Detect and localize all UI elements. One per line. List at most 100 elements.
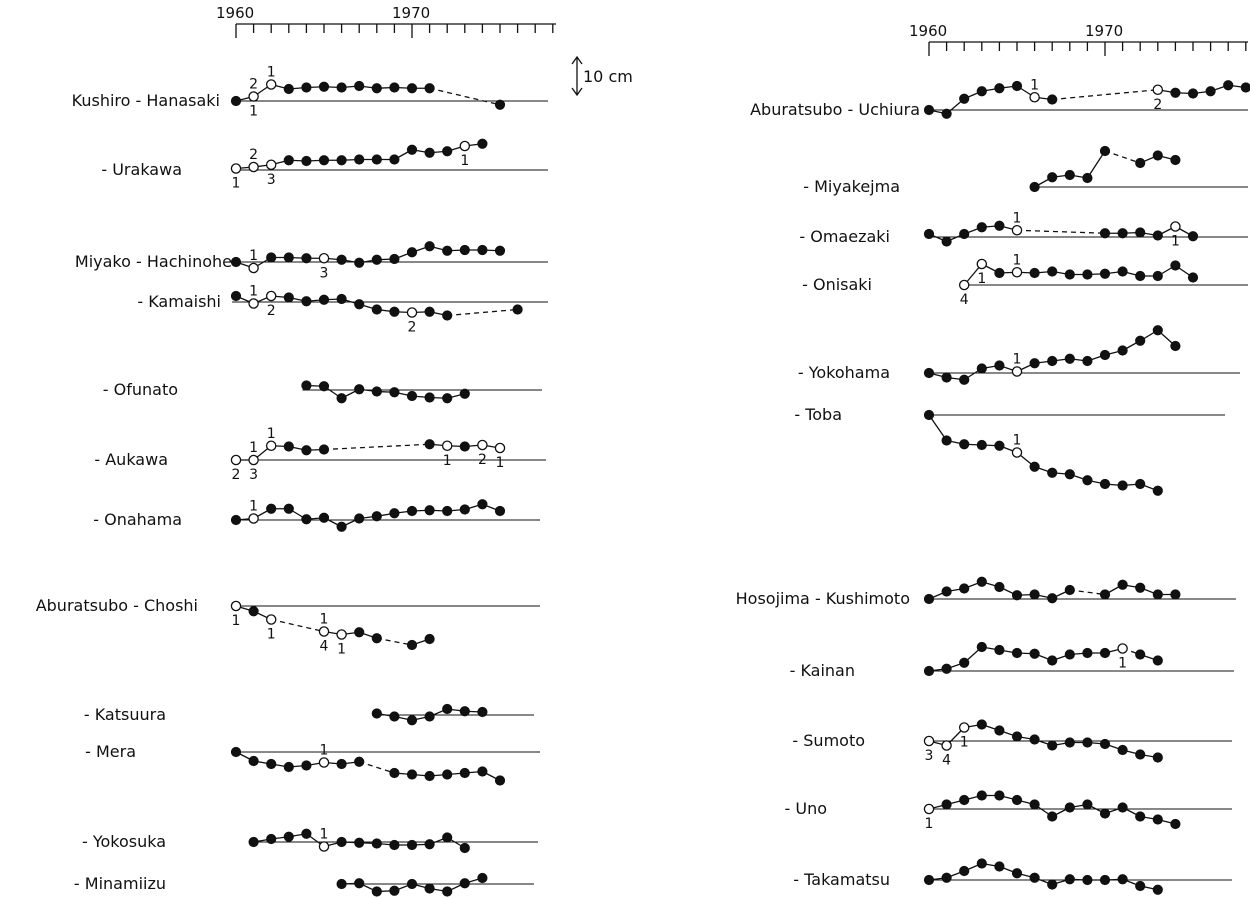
data-point [1011,794,1023,806]
data-point [994,83,1005,94]
point-annotation: 1 [249,284,258,300]
data-point [1099,589,1111,600]
dashed-segment [271,618,325,633]
station-label: Miyako - Hachinohe [75,252,232,271]
data-point [959,794,970,806]
data-point [1170,154,1181,166]
data-point [318,381,330,392]
station-label: Aburatsubo - Choshi [36,596,198,615]
point-annotation: 1 [232,613,241,629]
point-annotation: 2 [232,467,241,483]
data-point [389,253,400,265]
data-point [1099,738,1111,750]
data-point [230,746,242,758]
data-point [266,503,277,514]
data-point [406,390,418,402]
data-point [424,83,435,94]
data-point [371,838,382,849]
data-point-open [1152,84,1164,96]
data-point [1152,814,1163,825]
data-point-open [406,307,418,318]
data-point [459,706,470,717]
data-point [336,758,347,770]
line-segment [928,414,948,441]
data-point [406,839,418,851]
data-point [994,267,1005,279]
station-right-1: - Miyakejma [803,145,1248,196]
data-point [1205,86,1216,97]
point-annotation: 1 [267,426,276,442]
data-point [283,252,294,263]
data-point [512,304,523,315]
point-annotation: 2 [267,303,276,319]
data-point-open [1011,224,1023,236]
point-annotation: 4 [320,639,329,655]
data-point [1170,340,1181,352]
point-annotation: 4 [960,292,969,308]
data-point [283,441,294,452]
data-point [1135,811,1146,822]
data-point-open [248,513,259,524]
data-point-open [923,803,935,815]
data-point [1152,752,1163,763]
data-point [459,388,470,399]
data-point [1047,655,1058,666]
data-point-open [477,439,488,451]
data-point [923,665,935,677]
data-point [1135,749,1146,760]
data-point [301,380,312,391]
data-point [459,441,470,452]
data-point [477,872,488,884]
data-point [994,861,1005,872]
station-left-9: - Mera 1 [85,742,540,786]
data-point [283,503,294,514]
data-point-open [958,722,970,733]
data-point [1170,87,1181,98]
station-right-8: - Sumoto 3 41 [792,719,1232,769]
data-point [1170,260,1181,271]
data-point [1099,228,1111,239]
data-point [1047,94,1058,105]
data-point [941,799,952,810]
data-point [406,505,418,517]
data-point [354,878,365,889]
data-point [301,445,312,456]
data-point [1117,266,1128,277]
point-annotation: 2 [478,452,487,468]
point-annotation: 3 [267,172,276,188]
data-point-open [1011,366,1023,377]
point-annotation: 1 [1171,234,1180,250]
station-left-6: - Onahama 1 [93,499,540,532]
data-point [1047,467,1058,478]
data-point [1029,358,1040,369]
data-point-open [265,440,277,451]
data-point [923,593,935,605]
data-point [994,725,1005,736]
data-point [1064,584,1075,596]
point-annotation: 1 [337,642,346,658]
data-point [371,83,382,94]
station-label: - Uno [785,799,828,818]
data-point [941,435,952,446]
data-point [1064,469,1075,480]
data-point [354,384,365,395]
data-point [371,154,382,165]
data-point-open [1170,221,1181,232]
data-point [1152,230,1163,241]
data-point [318,155,330,166]
point-annotation: 1 [1013,352,1022,368]
data-point [941,372,952,383]
station-label: Kushiro - Hanasaki [72,91,220,110]
data-point [389,839,400,851]
data-point [371,386,382,397]
data-point [994,581,1005,593]
data-point [1099,874,1111,886]
data-point [301,296,312,307]
data-point [1099,478,1111,490]
data-point-open [248,298,259,309]
data-point [959,228,970,240]
data-point [283,831,294,842]
point-annotation: 1 [320,827,329,843]
